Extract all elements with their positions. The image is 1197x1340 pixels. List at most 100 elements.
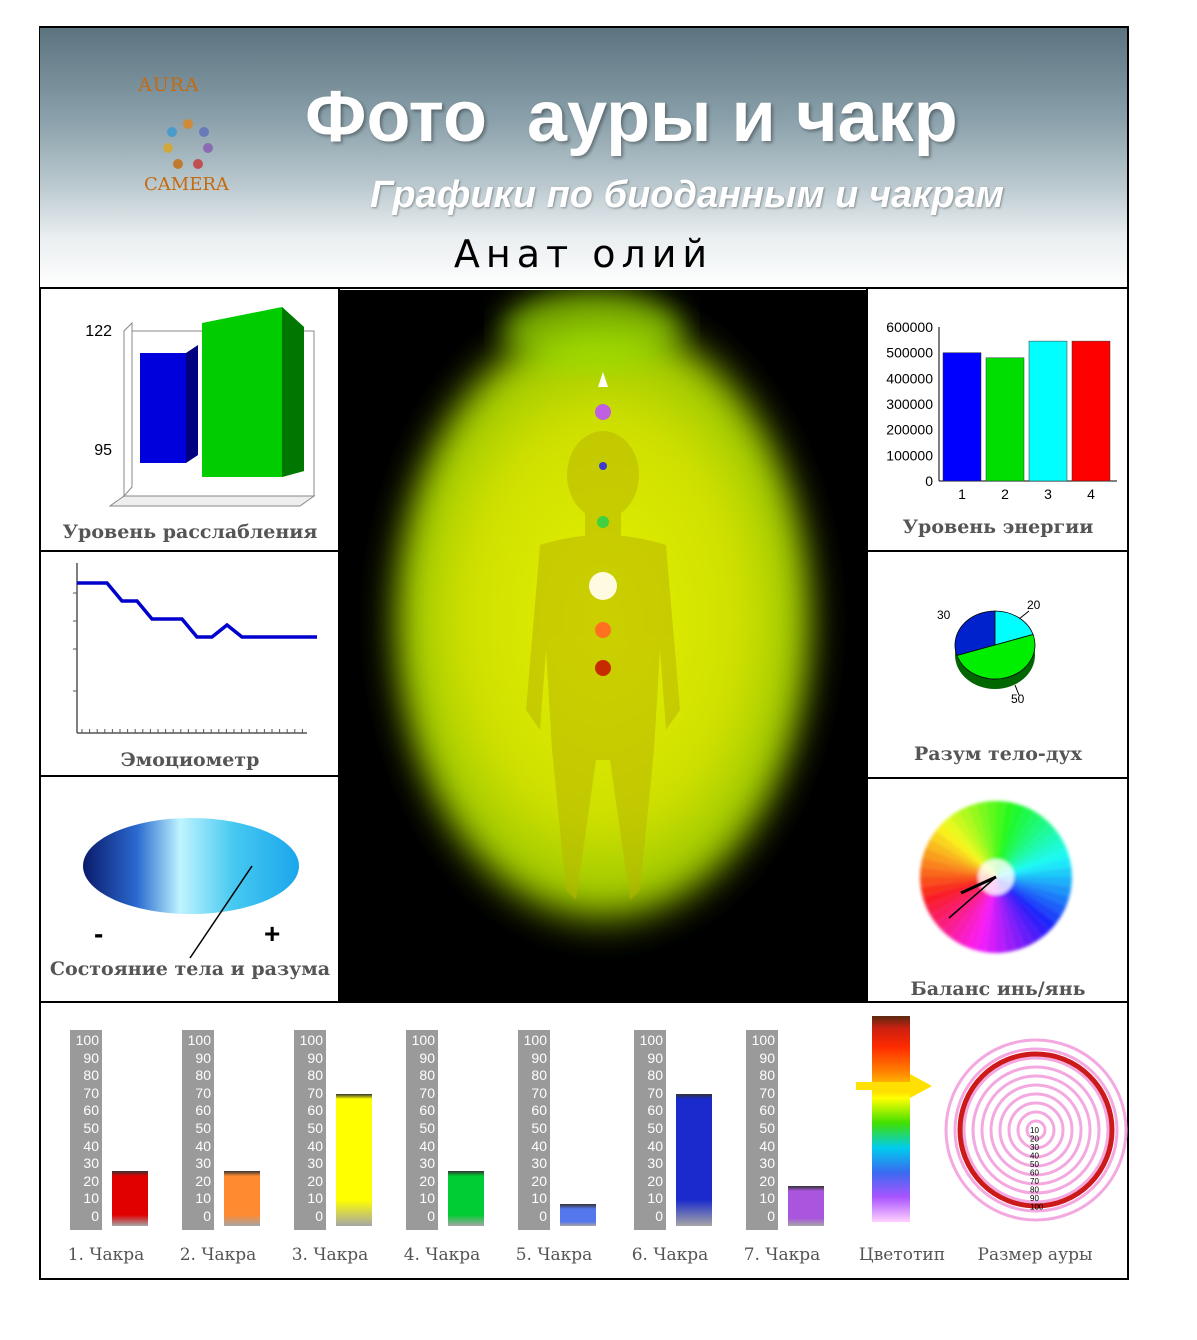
- colortype-arrow-icon: [856, 1074, 932, 1098]
- ring-label: 40: [1030, 1152, 1039, 1161]
- scale-label: 10: [307, 1190, 323, 1207]
- chakra-scale: 100 90 80 70 60 50 40 30 20 10 0: [518, 1030, 550, 1230]
- scale-label: 70: [531, 1084, 547, 1101]
- energy-category-label: 4: [1087, 486, 1095, 502]
- chakra-5-chart: 100 90 80 70 60 50 40 30 20 10 0: [518, 1030, 608, 1230]
- ring-label: 70: [1030, 1177, 1039, 1186]
- chakra-6-chart: 100 90 80 70 60 50 40 30 20 10 0: [634, 1030, 724, 1230]
- scale-label: 100: [75, 1032, 99, 1048]
- scale-label: 100: [187, 1032, 211, 1048]
- chakra-scale: 100 90 80 70 60 50 40 30 20 10 0: [182, 1030, 214, 1230]
- scale-label: 0: [427, 1208, 435, 1224]
- scale-label: 30: [531, 1155, 547, 1172]
- scale-label: 40: [307, 1137, 323, 1154]
- chakra-label: 1. Чакра: [67, 1245, 145, 1265]
- divider: [338, 289, 340, 1002]
- yin-yang-panel: Баланс инь/янь: [869, 780, 1127, 1000]
- yin-yang-caption: Баланс инь/янь: [910, 978, 1086, 1000]
- person-name: Анат олий: [453, 232, 714, 276]
- chakra-dot-7: [595, 404, 611, 420]
- scale-label: 60: [531, 1102, 547, 1119]
- divider: [866, 550, 1128, 552]
- aura-size-marker: [957, 1051, 1115, 1209]
- chakra-4-chart: 100 90 80 70 60 50 40 30 20 10 0: [406, 1030, 496, 1230]
- mind-body-caption: Разум тело-дух: [914, 743, 1082, 765]
- chakra-scale: 100 90 80 70 60 50 40 30 20 10 0: [406, 1030, 438, 1230]
- body-mind-state-panel: - + Состояние тела и разума: [42, 778, 338, 1000]
- ring-label: 20: [1030, 1135, 1039, 1144]
- energy-bar: [1028, 340, 1068, 482]
- chakra-dot-4: [597, 516, 609, 528]
- scale-label: 20: [419, 1172, 435, 1189]
- chakra-label: 7. Чакра: [743, 1245, 821, 1265]
- scale-label: 60: [307, 1102, 323, 1119]
- body-mind-state-chart: - +: [83, 818, 299, 959]
- chakra-scale: 100 90 80 70 60 50 40 30 20 10 0: [746, 1030, 778, 1230]
- scale-label: 90: [419, 1049, 435, 1066]
- scale-label: 90: [307, 1049, 323, 1066]
- relaxation-bar-2: [202, 307, 304, 477]
- energy-caption: Уровень энергии: [902, 516, 1094, 538]
- scale-label: 70: [195, 1084, 211, 1101]
- aura-photo: [340, 290, 866, 1003]
- scale-label: 20: [531, 1172, 547, 1189]
- chakra-bar: [112, 1170, 148, 1226]
- energy-tick-label: 300000: [886, 396, 933, 412]
- scale-label: 10: [647, 1190, 663, 1207]
- yin-yang-wheel: [920, 801, 1072, 953]
- scale-label: 100: [299, 1032, 323, 1048]
- scale-label: 30: [759, 1155, 775, 1172]
- colortype-label: Цветотип: [858, 1245, 946, 1265]
- aura-size-label: Размер ауры: [977, 1245, 1093, 1265]
- divider: [40, 550, 340, 552]
- scale-label: 0: [655, 1208, 663, 1224]
- pie-label: 30: [937, 608, 951, 622]
- scale-label: 40: [531, 1137, 547, 1154]
- energy-bar: [942, 352, 982, 482]
- chakra-scale: 100 90 80 70 60 50 40 30 20 10 0: [634, 1030, 666, 1230]
- chakra-scale: 100 90 80 70 60 50 40 30 20 10 0: [70, 1030, 102, 1230]
- scale-label: 10: [759, 1190, 775, 1207]
- scale-label: 0: [203, 1208, 211, 1224]
- energy-tick-label: 100000: [886, 447, 933, 463]
- ring-label: 100: [1030, 1203, 1044, 1212]
- pie-slice: [956, 634, 1036, 680]
- chakra-bar: [448, 1170, 484, 1226]
- scale-label: 100: [639, 1032, 663, 1048]
- scale-label: 20: [195, 1172, 211, 1189]
- energy-category-label: 1: [958, 486, 966, 502]
- scale-label: 50: [419, 1120, 435, 1136]
- scale-label: 50: [647, 1120, 663, 1136]
- chakra-label: 6. Чакра: [631, 1245, 709, 1265]
- scale-label: 60: [647, 1102, 663, 1119]
- scale-label: 40: [647, 1137, 663, 1154]
- scale-label: 60: [195, 1102, 211, 1119]
- energy-tick-label: 600000: [886, 319, 933, 335]
- relaxation-bar-1: [140, 353, 186, 463]
- logo-text-top: AURA: [138, 74, 200, 96]
- energy-category-label: 2: [1001, 486, 1009, 502]
- divider: [40, 775, 340, 777]
- relaxation-chart: 122 95: [85, 307, 316, 507]
- scale-label: 70: [307, 1084, 323, 1101]
- scale-label: 20: [83, 1172, 99, 1189]
- scale-label: 30: [83, 1155, 99, 1172]
- energy-tick-label: 200000: [886, 422, 933, 438]
- state-indicator: [189, 865, 253, 959]
- mind-body-panel: 30 20 50 Разум тело-дух: [869, 553, 1127, 776]
- ring-label: 50: [1030, 1160, 1039, 1169]
- chakra-dot-6: [599, 462, 607, 470]
- scale-label: 10: [195, 1190, 211, 1207]
- energy-tick-label: 0: [925, 473, 933, 489]
- scale-label: 40: [759, 1137, 775, 1154]
- relaxation-caption: Уровень расслабления: [62, 521, 318, 543]
- scale-label: 20: [759, 1172, 775, 1189]
- pie-slice: [994, 610, 1034, 646]
- crown-point: [598, 372, 608, 387]
- minus-label: -: [94, 918, 103, 949]
- chakra-label: 3. Чакра: [291, 1245, 369, 1265]
- scale-label: 70: [647, 1084, 663, 1101]
- scale-label: 80: [647, 1067, 663, 1084]
- aura-camera-logo-icon: [163, 119, 213, 169]
